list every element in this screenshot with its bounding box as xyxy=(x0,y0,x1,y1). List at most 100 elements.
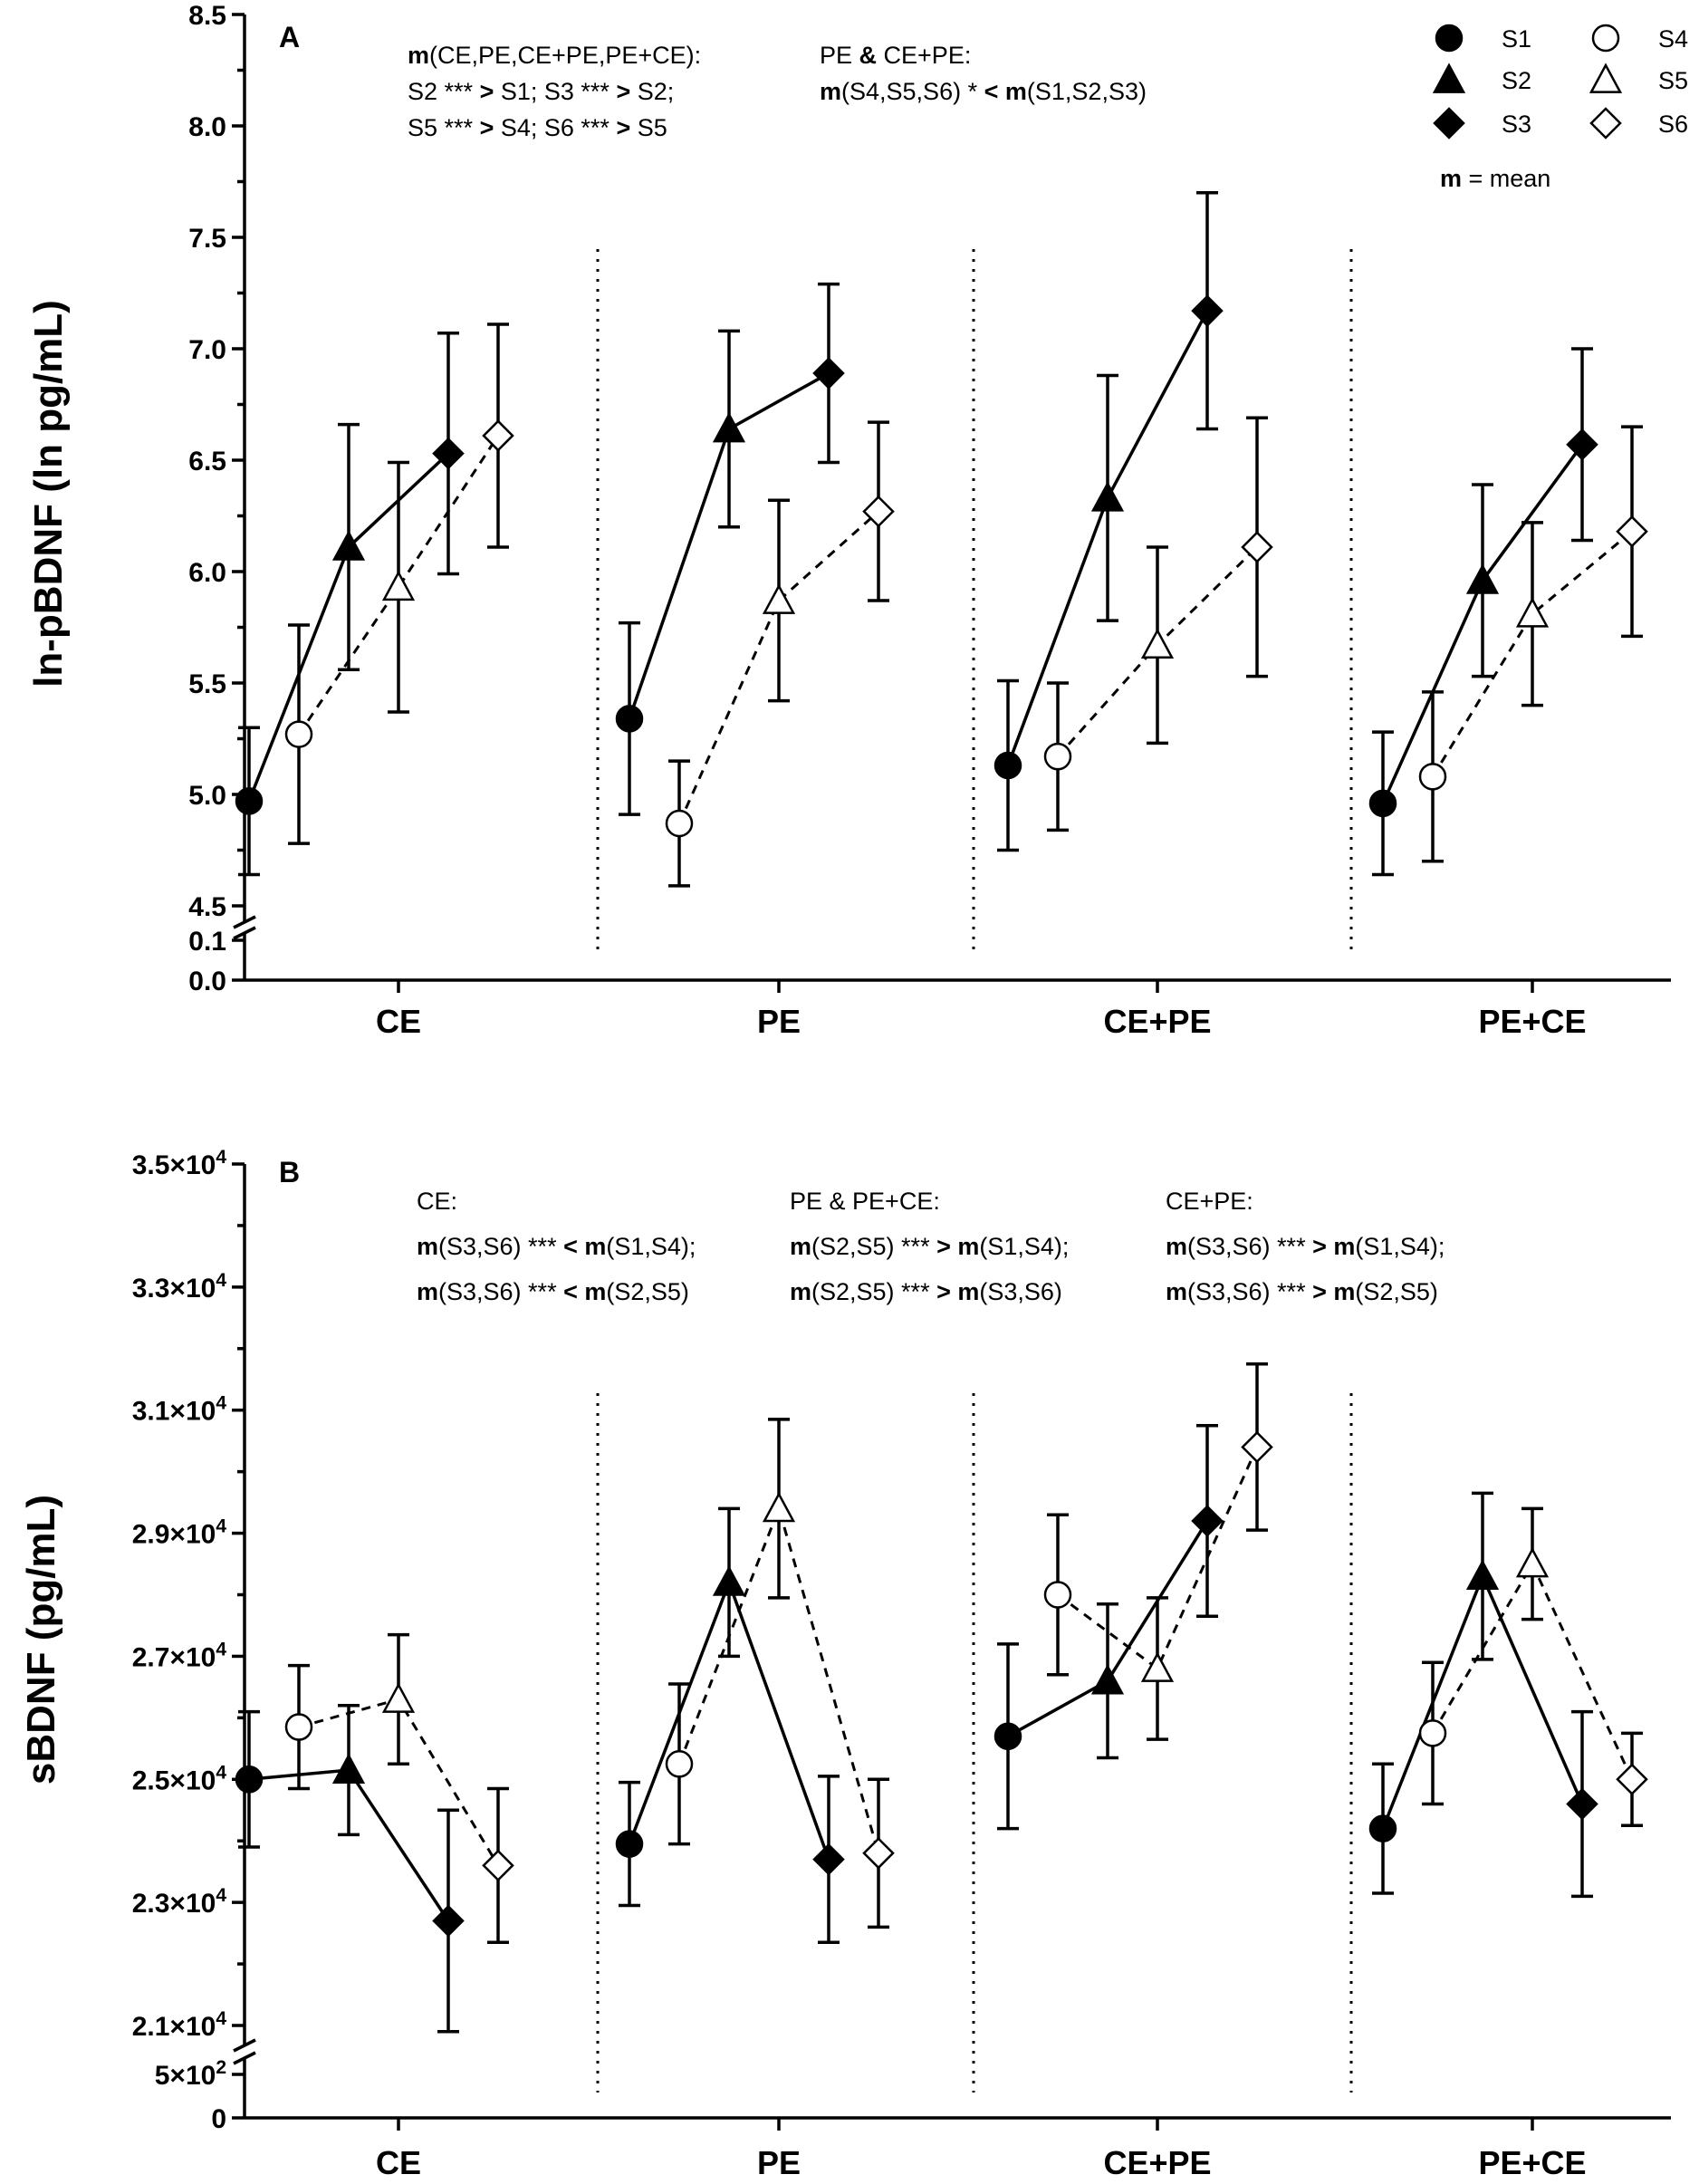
axis-break-mark xyxy=(233,2038,256,2053)
series-line-s4-s6 xyxy=(297,435,500,736)
annotation-line: m(S4,S5,S6) * < m(S1,S2,S3) xyxy=(820,78,1147,105)
series-line-s4-s6 xyxy=(677,510,880,824)
legend-label: S6 xyxy=(1658,111,1688,138)
y-tick-label: 8.0 xyxy=(188,112,226,142)
data-point-s1 xyxy=(235,1765,264,1794)
data-point-s2 xyxy=(1090,1663,1125,1695)
data-point-s6 xyxy=(1616,1763,1648,1796)
legend-label: S3 xyxy=(1502,111,1531,138)
data-point-s5 xyxy=(381,570,416,601)
y-tick-label: 2.9×104 xyxy=(132,1516,227,1550)
annotation-block: PE & PE+CE: m(S2,S5) *** > m(S1,S4); m(S2,… xyxy=(790,1188,1069,1305)
annotation-line: m(CE,PE,CE+PE,PE+CE): xyxy=(408,42,701,69)
y-tick-label: 7.5 xyxy=(188,224,226,254)
axis-break-mark xyxy=(233,2051,256,2065)
data-point-s3 xyxy=(432,437,465,470)
axis-break-mark xyxy=(233,926,256,940)
annotation-line: m(S3,S6) *** > m(S2,S5) xyxy=(1166,1278,1438,1305)
legend-marker xyxy=(1589,63,1623,93)
y-tick-label: 6.5 xyxy=(188,447,226,476)
data-point-s5 xyxy=(762,583,796,614)
annotation-block: CE+PE: m(S3,S6) *** > m(S1,S4); m(S3,S6) *… xyxy=(1166,1188,1445,1305)
data-point-s5 xyxy=(1515,1546,1550,1578)
data-point-s3 xyxy=(1566,428,1598,461)
x-tick-label: CE+PE xyxy=(1103,2144,1211,2181)
legend-label: S1 xyxy=(1502,25,1531,53)
data-point-s1 xyxy=(615,705,644,733)
data-point-s3 xyxy=(1191,1505,1224,1537)
annotation-line: S5 *** > S4; S6 *** > S5 xyxy=(408,114,667,141)
legend-item-s3: S3 xyxy=(1433,107,1531,140)
data-point-s6 xyxy=(862,1837,895,1870)
series-line-s4-s6 xyxy=(677,1504,880,1854)
panel-label: A xyxy=(279,21,300,53)
x-tick-label: PE+CE xyxy=(1478,1003,1586,1040)
data-point-s5 xyxy=(381,1682,416,1713)
data-point-s5 xyxy=(762,1491,796,1523)
data-point-s3 xyxy=(432,1904,465,1938)
data-point-s6 xyxy=(1241,1430,1273,1464)
x-tick-label: PE xyxy=(757,1003,801,1040)
data-point-s5 xyxy=(1140,1651,1175,1682)
legend-item-s1: S1 xyxy=(1435,24,1531,53)
data-point-s2 xyxy=(1465,563,1500,594)
y-axis-label: sBDNF (pg/mL) xyxy=(19,1495,63,1785)
y-tick-label: 8.5 xyxy=(188,1,226,31)
y-tick-label: 2.5×104 xyxy=(132,1762,227,1795)
legend-marker xyxy=(1591,24,1620,53)
y-tick-label: 3.1×104 xyxy=(132,1393,227,1427)
data-point-s3 xyxy=(812,357,845,390)
annotation-line: S2 *** > S1; S3 *** > S2; xyxy=(408,78,674,105)
data-point-s1 xyxy=(1368,1814,1397,1842)
annotation-line: m(S3,S6) *** > m(S1,S4); xyxy=(1166,1233,1445,1260)
axis-break-mark xyxy=(233,915,256,929)
y-tick-label: 0 xyxy=(211,2104,226,2134)
annotation-line: CE+PE: xyxy=(1166,1188,1253,1215)
data-point-s3 xyxy=(812,1842,845,1876)
chart-panel-b: 2.1×104 2.3×104 2.5×104 2.7×104 2.9×104 3.1×1… xyxy=(19,1147,1671,2181)
data-point-s1 xyxy=(1368,789,1397,818)
x-tick-label: CE+PE xyxy=(1103,1003,1211,1040)
legend-label: S2 xyxy=(1502,67,1531,94)
legend-item-s5: S5 xyxy=(1589,63,1688,94)
y-tick-label: 2.1×104 xyxy=(132,2008,227,2042)
annotation-line: PE & CE+PE: xyxy=(820,42,971,69)
annotation-block: m(CE,PE,CE+PE,PE+CE): S2 *** > S1; S3 ***… xyxy=(408,42,701,141)
legend-marker xyxy=(1589,107,1622,140)
y-tick-label: 5.0 xyxy=(188,781,226,811)
legend: S1 S2 S3 S4 S5 S6 m = mean xyxy=(1432,24,1688,192)
data-point-s6 xyxy=(482,419,514,452)
x-tick-label: CE xyxy=(376,2144,421,2181)
data-point-s4 xyxy=(1043,1581,1072,1609)
annotation-line: CE: xyxy=(417,1188,457,1215)
data-point-s6 xyxy=(1616,515,1648,548)
y-tick-label: 2.3×104 xyxy=(132,1885,227,1919)
y-tick-label: 0.0 xyxy=(188,967,226,996)
data-point-s4 xyxy=(1418,1719,1447,1747)
y-axis-label: ln-pBDNF (ln pg/mL) xyxy=(26,300,71,688)
annotation-block: PE & CE+PE: m(S4,S5,S6) * < m(S1,S2,S3) xyxy=(820,42,1147,105)
data-point-s1 xyxy=(993,751,1022,780)
data-point-s2 xyxy=(712,411,746,443)
y-tick-label: 6.0 xyxy=(188,558,226,588)
data-point-s2 xyxy=(1465,1559,1500,1590)
data-point-s6 xyxy=(862,495,895,528)
panel-label: B xyxy=(279,1156,300,1188)
legend-item-s6: S6 xyxy=(1589,107,1688,140)
y-tick-label: 5×102 xyxy=(155,2057,226,2091)
data-point-s4 xyxy=(665,1750,694,1778)
y-tick-label: 2.7×104 xyxy=(132,1639,227,1672)
data-point-s2 xyxy=(1090,481,1125,512)
annotation-line: m(S2,S5) *** > m(S3,S6) xyxy=(790,1278,1062,1305)
data-point-s2 xyxy=(331,530,366,561)
chart-panel-a: 4.5 5.0 5.5 6.0 6.5 7.0 7.5 8.0 8.5 0.1 0.0 CE PE CE+… xyxy=(26,1,1671,1040)
data-point-s4 xyxy=(284,1713,313,1741)
legend-label: S5 xyxy=(1658,67,1688,94)
data-point-s4 xyxy=(1418,763,1447,791)
data-point-s5 xyxy=(1140,628,1175,659)
x-tick-label: PE+CE xyxy=(1478,2144,1586,2181)
data-point-s3 xyxy=(1566,1787,1598,1821)
annotation-line: m(S3,S6) *** < m(S1,S4); xyxy=(417,1233,696,1260)
data-point-s2 xyxy=(331,1753,366,1784)
annotation-line: PE & PE+CE: xyxy=(790,1188,940,1215)
